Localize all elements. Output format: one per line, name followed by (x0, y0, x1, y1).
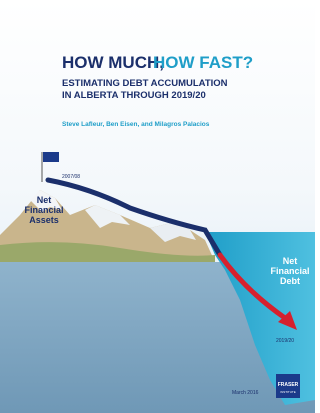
assets-label: Assets (29, 215, 59, 225)
authors: Steve Lafleur, Ben Eisen, and Milagros P… (62, 121, 210, 128)
end-year: 2019/20 (276, 338, 294, 344)
logo-text: INSTITUTE (280, 390, 296, 394)
subtitle-line: IN ALBERTA THROUGH 2019/20 (62, 90, 206, 101)
debt-label: Net (283, 256, 298, 266)
logo-text: FRASER (278, 382, 299, 388)
assets-label: Net (37, 195, 52, 205)
debt-label: Debt (280, 276, 300, 286)
cover: HOW MUCH, HOW FAST? ESTIMATING DEBT ACCU… (0, 0, 315, 413)
start-year: 2007/08 (62, 174, 80, 180)
title-part2: HOW FAST? (153, 53, 253, 72)
assets-label: Financial (24, 205, 63, 215)
title-part1: HOW MUCH, (62, 53, 164, 72)
page: HOW MUCH, HOW FAST? ESTIMATING DEBT ACCU… (0, 0, 315, 413)
debt-label: Financial (270, 266, 309, 276)
subtitle-line: ESTIMATING DEBT ACCUMULATION (62, 78, 228, 89)
date: March 2016 (232, 390, 259, 396)
flag (43, 152, 59, 162)
